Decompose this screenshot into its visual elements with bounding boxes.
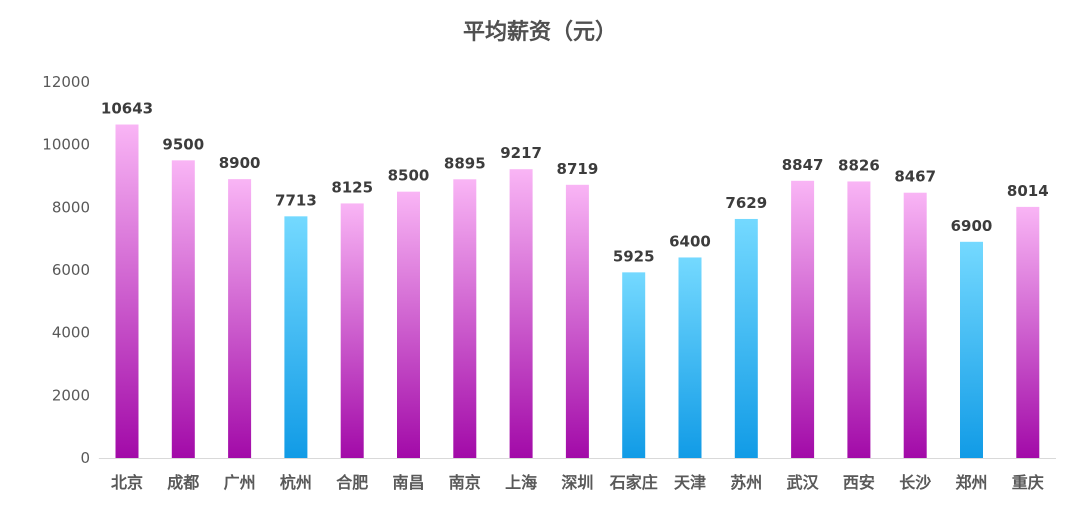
data-label: 8900 — [219, 154, 261, 172]
y-tick-label: 2000 — [52, 386, 90, 404]
x-tick-label: 长沙 — [899, 473, 931, 492]
x-tick-label: 广州 — [224, 473, 256, 492]
data-label: 8014 — [1007, 182, 1049, 200]
data-label: 8826 — [838, 156, 880, 174]
bar — [115, 124, 139, 458]
data-label: 10643 — [101, 100, 153, 118]
bar — [622, 272, 646, 458]
x-tick-label: 苏州 — [730, 473, 762, 492]
x-tick-label: 上海 — [505, 473, 537, 492]
y-tick-label: 4000 — [52, 324, 90, 342]
data-label: 7629 — [725, 194, 767, 212]
data-label: 9500 — [162, 135, 204, 153]
y-tick-label: 0 — [80, 449, 90, 467]
x-tick-label: 重庆 — [1012, 473, 1044, 492]
bar — [284, 216, 308, 458]
y-tick-label: 6000 — [52, 261, 90, 279]
data-label: 8467 — [894, 168, 936, 186]
data-label: 5925 — [613, 247, 655, 265]
x-tick-label: 南京 — [449, 473, 481, 492]
x-tick-label: 深圳 — [561, 473, 593, 492]
x-tick-label: 合肥 — [336, 473, 368, 492]
bar — [847, 181, 871, 458]
data-label: 7713 — [275, 191, 317, 209]
x-tick-label: 天津 — [674, 473, 706, 492]
y-tick-label: 8000 — [52, 198, 90, 216]
chart-title: 平均薪资（元） — [462, 20, 617, 45]
bar — [791, 180, 815, 458]
bar — [903, 192, 927, 458]
bar — [1016, 206, 1040, 458]
bar — [678, 257, 702, 458]
data-label: 8125 — [331, 178, 373, 196]
x-tick-label: 郑州 — [955, 473, 987, 492]
x-tick-label: 石家庄 — [609, 473, 658, 492]
bar — [453, 179, 477, 459]
data-label: 9217 — [500, 144, 542, 162]
data-label: 8719 — [557, 160, 599, 178]
x-axis-labels: 北京 成都 广州 杭州 合肥 南昌 南京 上海 深圳 石家庄 天津 苏州 武汉 西安 长沙 郑州 重庆 — [111, 473, 1044, 492]
data-label: 6900 — [951, 217, 993, 235]
data-label: 8500 — [388, 167, 430, 185]
x-tick-label: 杭州 — [280, 473, 312, 492]
x-tick-label: 南昌 — [392, 473, 424, 492]
bar — [509, 169, 533, 458]
x-tick-label: 西安 — [843, 473, 875, 492]
bar — [397, 191, 420, 458]
y-tick-label: 12000 — [42, 73, 90, 91]
bar — [565, 184, 589, 458]
y-axis: 0 2000 4000 6000 8000 10000 12000 — [42, 73, 90, 467]
bar — [734, 218, 758, 458]
data-label: 6400 — [669, 232, 711, 250]
data-label: 8847 — [782, 156, 824, 174]
x-tick-label: 成都 — [167, 473, 199, 492]
x-tick-label: 武汉 — [787, 473, 820, 492]
bar — [340, 203, 364, 458]
data-label: 8895 — [444, 154, 486, 172]
bar — [960, 241, 983, 458]
value-labels: 10643 9500 8900 7713 8125 8500 8895 9217 8719 592… — [101, 100, 1049, 266]
bar — [228, 179, 252, 458]
x-tick-label: 北京 — [111, 473, 143, 492]
bar — [171, 160, 195, 459]
bars — [115, 124, 1040, 459]
y-tick-label: 10000 — [42, 136, 90, 154]
